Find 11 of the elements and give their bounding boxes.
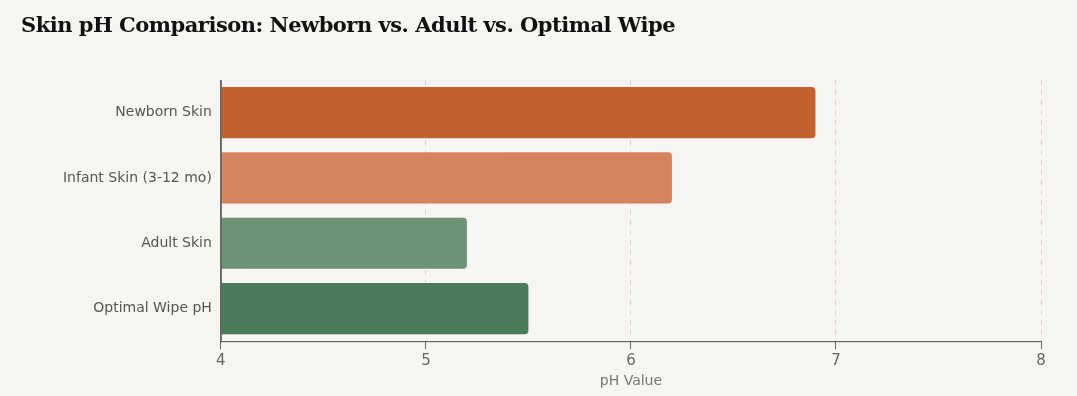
x-tick-label: 7 bbox=[831, 351, 841, 370]
y-tick-label: Optimal Wipe pH bbox=[93, 299, 212, 316]
x-axis-title: pH Value bbox=[599, 372, 663, 389]
y-tick-label: Adult Skin bbox=[141, 233, 212, 250]
x-tick-label: 4 bbox=[216, 351, 226, 370]
y-tick-label: Newborn Skin bbox=[115, 103, 212, 120]
x-tick-label: 5 bbox=[421, 351, 431, 370]
x-tick-label: 6 bbox=[626, 351, 636, 370]
y-tick-label: Infant Skin (3-12 mo) bbox=[62, 168, 212, 185]
chart-title: Skin pH Comparison: Newborn vs. Adult vs. Optimal Wipe bbox=[21, 12, 676, 37]
x-tick-label: 8 bbox=[1036, 351, 1046, 370]
